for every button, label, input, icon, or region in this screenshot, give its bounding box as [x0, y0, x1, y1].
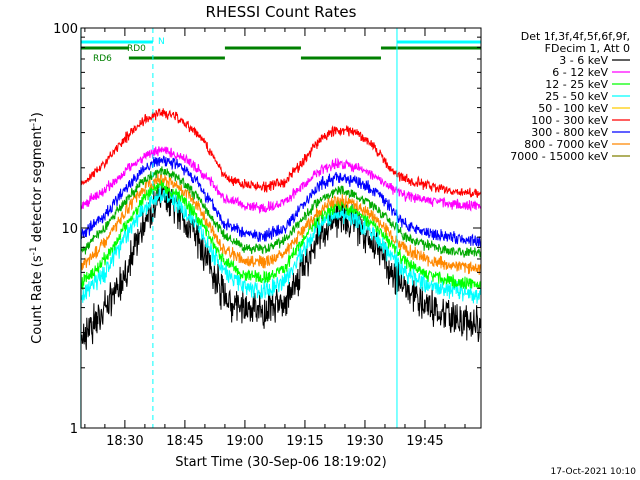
x-axis-ticks: 18:30 18:45 19:00 19:15 19:30 19:45 [84, 28, 466, 449]
y-axis-title-main: Count Rate (s [30, 255, 45, 344]
legend-entry: 300 - 800 keV [531, 126, 630, 139]
y-axis-ticks: 1 10 100 [53, 22, 481, 437]
legend-entry: 50 - 100 keV [538, 102, 630, 115]
y-axis-title-sup1: -1 [29, 246, 39, 255]
series-line-12-25kev [81, 185, 481, 304]
legend-header-line1: Det 1f,3f,4f,5f,6f,9f, [521, 30, 630, 43]
plot-area: N RD0 RD6 [80, 27, 482, 429]
legend-entry: 25 - 50 keV [545, 90, 630, 103]
state-bar-label-rd6: RD6 [93, 54, 112, 64]
x-tick-label: 19:30 [346, 434, 383, 449]
y-tick-label: 1 [70, 422, 78, 437]
series-line-3-6kev [81, 181, 481, 350]
y-tick-label: 100 [53, 22, 78, 37]
series-line-100-300kev [81, 166, 481, 258]
series-group [81, 108, 481, 350]
y-axis-title-sup2: -1 [29, 117, 39, 126]
state-bar-label-rd0: RD0 [127, 44, 146, 54]
legend-entry: 800 - 7000 keV [524, 138, 630, 151]
series-line-25-50kev [81, 179, 481, 290]
legend-entry: 7000 - 15000 keV [510, 150, 630, 163]
x-tick-label: 18:45 [166, 434, 203, 449]
series-line-6-12kev [81, 146, 481, 214]
legend-entry: 100 - 300 keV [531, 114, 630, 127]
legend-entry-label: 6 - 12 keV [552, 66, 608, 79]
legend-entry: 12 - 25 keV [545, 78, 630, 91]
legend-entry-label: 800 - 7000 keV [524, 138, 608, 151]
y-axis-title: Count Rate (s-1 detector segment-1) [29, 112, 45, 344]
x-axis-title: Start Time (30-Sep-06 18:19:02) [175, 455, 386, 470]
state-bar-label-n: N [158, 37, 165, 47]
legend-entry: 6 - 12 keV [552, 66, 630, 79]
legend-entry-label: 25 - 50 keV [545, 90, 608, 103]
x-tick-label: 19:00 [226, 434, 263, 449]
chart-title: RHESSI Count Rates [206, 3, 357, 21]
x-tick-label: 19:15 [286, 434, 323, 449]
y-axis-title-end: ) [30, 112, 45, 117]
legend-entry-label: 3 - 6 keV [559, 54, 608, 67]
x-tick-label: 18:30 [106, 434, 143, 449]
series-line-300-800kev [81, 155, 481, 248]
x-tick-label: 19:45 [406, 434, 443, 449]
legend-entry-label: 12 - 25 keV [545, 78, 608, 91]
legend: Det 1f,3f,4f,5f,6f,9f, FDecim 1, Att 0 3… [510, 30, 630, 163]
legend-entry-label: 7000 - 15000 keV [510, 150, 608, 163]
y-tick-label: 10 [61, 222, 78, 237]
timestamp: 17-Oct-2021 10:10 [551, 467, 637, 477]
y-axis-title-mid: detector segment [30, 126, 45, 246]
legend-entry-label: 300 - 800 keV [531, 126, 608, 139]
series-line-7000-15000kev [81, 108, 481, 198]
legend-header-line2: FDecim 1, Att 0 [545, 42, 630, 55]
legend-entry: 3 - 6 keV [559, 54, 630, 67]
legend-entry-label: 100 - 300 keV [531, 114, 608, 127]
legend-entry-label: 50 - 100 keV [538, 102, 608, 115]
